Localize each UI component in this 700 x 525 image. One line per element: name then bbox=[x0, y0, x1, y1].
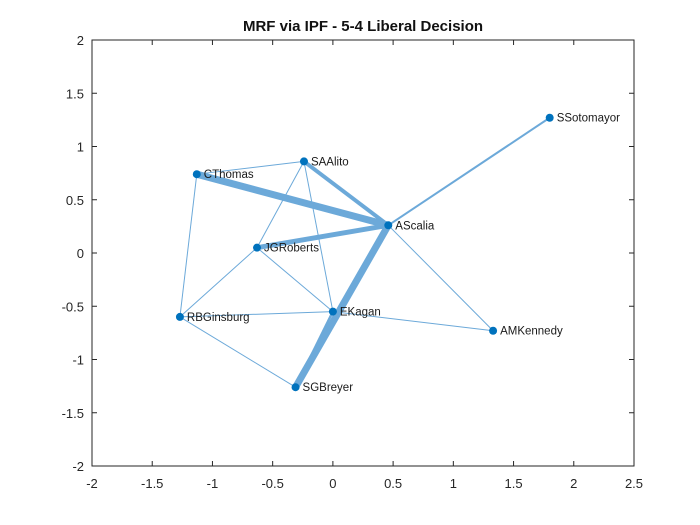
edge-jgroberts-rbginsburg bbox=[179, 247, 258, 318]
x-tick-label: 0 bbox=[329, 476, 336, 491]
node-label-ekagan: EKagan bbox=[340, 307, 381, 319]
y-axis: -2 -1.5 -1 -0.5 0 0.5 1 1.5 2 bbox=[62, 33, 634, 474]
x-tick-label: -1 bbox=[207, 476, 219, 491]
node-label-amkennedy: AMKennedy bbox=[500, 326, 563, 338]
x-tick-label: 0.5 bbox=[384, 476, 402, 491]
node-ascalia bbox=[384, 221, 393, 230]
x-tick-label: 1 bbox=[450, 476, 457, 491]
node-ssotomayor bbox=[545, 113, 554, 122]
edge-rbginsburg-ekagan bbox=[179, 311, 333, 318]
node-amkennedy bbox=[489, 326, 498, 335]
node-cthomas bbox=[192, 170, 201, 179]
node-saalito bbox=[299, 157, 308, 166]
edge-ascalia-amkennedy bbox=[387, 224, 494, 332]
edge-sgbreyer-ascalia bbox=[292, 223, 392, 389]
y-tick-label: -1 bbox=[72, 353, 84, 368]
node-ekagan bbox=[328, 307, 337, 316]
x-tick-label: -2 bbox=[86, 476, 98, 491]
node-label-rbginsburg: RBGinsburg bbox=[187, 312, 250, 324]
node-jgroberts bbox=[253, 243, 262, 252]
edge-ssotomayor-ascalia bbox=[387, 116, 551, 227]
y-tick-label: 0.5 bbox=[66, 193, 84, 208]
node-label-ssotomayor: SSotomayor bbox=[557, 113, 620, 125]
edge-saalito-ascalia bbox=[302, 159, 390, 227]
edge-cthomas-ascalia bbox=[195, 170, 390, 229]
node-labels-layer: SSotomayor SAAlito CThomas AScalia JGRoberts… bbox=[187, 113, 620, 394]
node-label-jgroberts: JGRoberts bbox=[264, 243, 319, 255]
y-tick-label: 1 bbox=[77, 140, 84, 155]
x-tick-label: -1.5 bbox=[141, 476, 163, 491]
edge-saalito-jgroberts bbox=[256, 161, 305, 248]
y-tick-label: -0.5 bbox=[62, 299, 84, 314]
y-tick-label: 0 bbox=[77, 246, 84, 261]
y-tick-label: -1.5 bbox=[62, 406, 84, 421]
edge-rbginsburg-sgbreyer bbox=[179, 316, 296, 388]
node-label-cthomas: CThomas bbox=[204, 169, 254, 181]
y-tick-label: 2 bbox=[77, 33, 84, 48]
node-label-sgbreyer: SGBreyer bbox=[303, 382, 354, 394]
x-axis: -2 -1.5 -1 -0.5 0 0.5 1 1.5 2 2.5 bbox=[86, 40, 643, 491]
nodes-layer bbox=[175, 113, 554, 392]
edge-ekagan-amkennedy bbox=[332, 311, 494, 332]
x-tick-label: 1.5 bbox=[505, 476, 523, 491]
edge-cthomas-rbginsburg bbox=[179, 174, 198, 317]
edge-cthomas-saalito bbox=[196, 160, 305, 175]
x-tick-label: 2 bbox=[570, 476, 577, 491]
x-tick-label: -0.5 bbox=[261, 476, 283, 491]
chart-title: MRF via IPF - 5-4 Liberal Decision bbox=[243, 18, 483, 35]
node-label-saalito: SAAlito bbox=[311, 156, 349, 168]
y-tick-label: 1.5 bbox=[66, 86, 84, 101]
y-tick-label: -2 bbox=[72, 459, 84, 474]
node-rbginsburg bbox=[175, 312, 184, 321]
edge-jgroberts-ekagan bbox=[256, 247, 334, 312]
edges-layer bbox=[179, 116, 551, 389]
edge-jgroberts-ascalia bbox=[256, 222, 389, 251]
x-tick-label: 2.5 bbox=[625, 476, 643, 491]
node-label-ascalia: AScalia bbox=[395, 220, 435, 232]
node-sgbreyer bbox=[291, 383, 300, 392]
